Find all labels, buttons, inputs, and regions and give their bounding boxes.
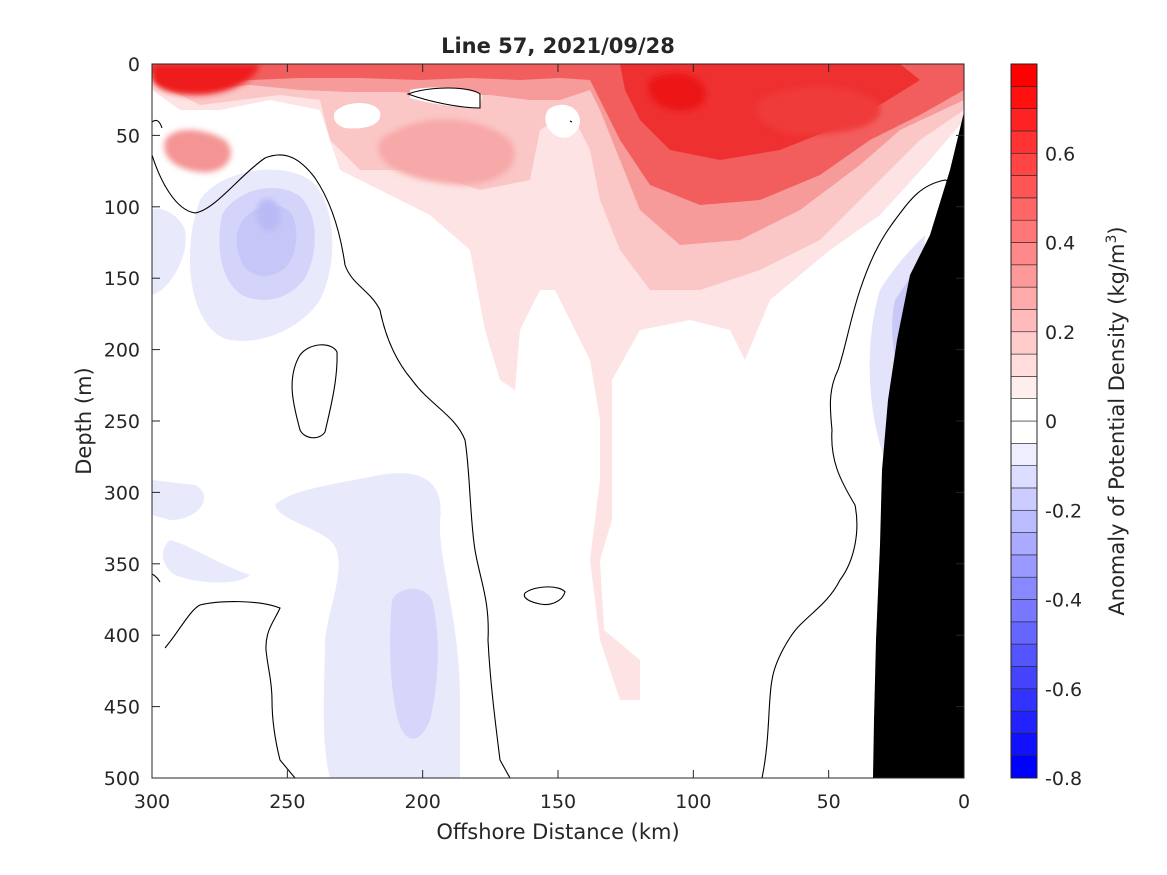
colorbar-tick-label: -0.4 [1045,590,1082,612]
colorbar-bin [1010,420,1038,444]
y-tick-label: 350 [104,554,140,576]
colorbar-tick-label: 0.4 [1045,233,1075,255]
chart-title: Line 57, 2021/09/28 [441,34,675,58]
negative-field-offshore [152,208,186,295]
colorbar-bins [1010,63,1038,779]
colorbar-bin [1010,465,1038,489]
colorbar-bin [1010,175,1038,199]
zero-contours [152,87,953,778]
x-axis-label: Offshore Distance (km) [436,820,679,844]
colorbar-bin [1010,666,1038,690]
zero-contour-upper-left [152,119,163,129]
positive-surface-left [152,64,260,95]
colorbar-tick-label: -0.8 [1045,768,1082,790]
y-tick-label: 0 [128,54,140,76]
colorbar-label: Anomaly of Potential Density (kg/m3) [1104,226,1129,615]
colorbar-label-sup: 3 [1104,235,1120,244]
colorbar-bin [1010,509,1038,533]
bathymetry-mask [873,112,964,778]
y-axis: 0 50 100 150 200 250 300 350 400 450 500 [104,54,964,790]
white-gap-surface-2 [545,104,580,138]
zero-contour-dot [569,120,573,123]
colorbar-bin [1010,197,1038,221]
y-tick-label: 450 [104,697,140,719]
positive-surface-right [757,87,881,135]
zero-contour-main [152,154,511,778]
colorbar-label-end: ) [1105,226,1129,234]
y-tick-label: 100 [104,197,140,219]
colorbar-tick-label: -0.6 [1045,679,1082,701]
colorbar-bin [1010,353,1038,377]
zero-contour-deep-left [164,601,296,778]
colorbar-bin [1010,242,1038,266]
colorbar-tick-label: -0.2 [1045,500,1082,522]
anomaly-fields [152,64,964,778]
negative-field-300m [152,480,205,520]
y-tick-label: 200 [104,340,140,362]
positive-core-darkest [648,73,706,111]
colorbar-tick-label: 0.6 [1045,143,1075,165]
x-axis: 300 250 200 150 100 50 0 [134,64,970,813]
colorbar-bin [1010,576,1038,600]
white-gap-surface [333,103,381,129]
negative-core-darkest [256,198,281,232]
x-tick-label: 200 [405,791,441,813]
negative-field-core [236,205,297,276]
zero-contour-shelf [761,179,953,778]
x-tick-label: 300 [134,791,170,813]
colorbar-bin [1010,108,1038,132]
colorbar-ticks: -0.8 -0.6 -0.4 -0.2 0 0.2 0.4 0.6 [1045,143,1082,790]
zero-contour-loop-small [523,586,566,606]
negative-deep-core [390,588,438,739]
negative-field-deep-2 [163,540,250,583]
y-tick-label: 50 [116,125,140,147]
colorbar-bin [1010,443,1038,466]
x-tick-label: 50 [817,791,841,813]
x-tick-label: 250 [269,791,305,813]
colorbar-bin [1010,621,1038,645]
colorbar-bin [1010,376,1038,399]
colorbar-bin [1010,398,1038,422]
colorbar-bin [1010,487,1038,511]
colorbar-bin [1010,733,1038,756]
colorbar-bin [1010,710,1038,734]
colorbar-bin [1010,309,1038,333]
y-tick-label: 250 [104,411,140,433]
x-tick-label: 100 [675,791,711,813]
zero-contour-edge-left [152,573,161,583]
colorbar-label-main: Anomaly of Potential Density (kg/m [1105,244,1129,616]
colorbar-bin [1010,532,1038,556]
colorbar-tick-label: 0.2 [1045,322,1075,344]
y-tick-label: 300 [104,482,140,504]
y-tick-label: 500 [104,768,140,790]
colorbar-bin [1010,130,1038,154]
colorbar-bin [1010,86,1038,109]
zero-contour-loop-mid [291,344,338,439]
positive-blob-mid [378,119,515,185]
colorbar-bin [1010,554,1038,578]
colorbar: -0.8 -0.6 -0.4 -0.2 0 0.2 0.4 0.6 [1010,63,1082,790]
positive-blob-left [164,129,231,173]
zero-contour-closed-upper [406,87,481,109]
plot-area [151,63,965,779]
colorbar-bin [1010,643,1038,667]
colorbar-bin [1010,219,1038,243]
colorbar-bin [1010,264,1038,288]
y-axis-label: Depth (m) [72,367,96,474]
colorbar-bin [1010,63,1038,87]
colorbar-bin [1010,599,1038,623]
white-gap-surface-3 [410,87,482,108]
y-tick-label: 400 [104,625,140,647]
colorbar-bin [1010,331,1038,355]
colorbar-bin [1010,688,1038,712]
y-tick-label: 150 [104,268,140,290]
colorbar-tick-label: 0 [1045,411,1057,433]
x-tick-label: 0 [958,791,970,813]
x-tick-label: 150 [540,791,576,813]
colorbar-bin [1010,152,1038,176]
colorbar-bin [1010,286,1038,310]
colorbar-bin [1010,755,1038,779]
colorbar-frame [1010,63,1038,779]
